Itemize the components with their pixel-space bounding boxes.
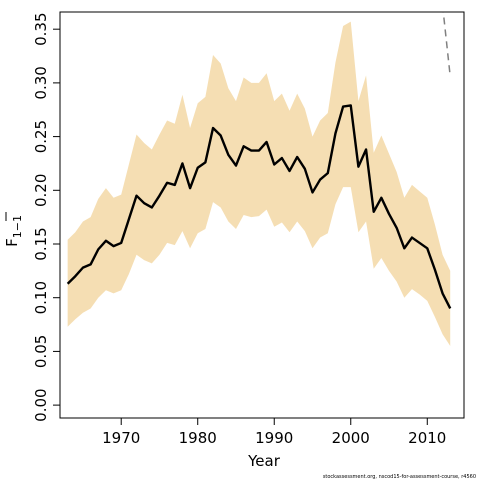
x-tick-label: 1970 <box>102 429 140 447</box>
x-tick-label: 1980 <box>179 429 217 447</box>
x-tick-label: 2010 <box>408 429 446 447</box>
plot-frame <box>59 11 465 419</box>
y-tick-label: 0.20 <box>32 174 50 207</box>
series-line-dashed <box>442 12 451 77</box>
confidence-band <box>67 21 451 347</box>
y-tick-label: 0.05 <box>32 335 50 368</box>
x-tick-label: 1990 <box>255 429 293 447</box>
y-tick-label: 0.35 <box>32 12 50 45</box>
y-axis-title-subscript: 1−1 <box>11 215 24 238</box>
series-line-estimate <box>66 104 452 309</box>
plot-area <box>66 12 452 347</box>
y-axis-title: F1−1 <box>3 212 24 247</box>
y-tick-label: 0.30 <box>32 66 50 99</box>
y-tick-label: 0.00 <box>32 388 50 421</box>
y-tick-label: 0.25 <box>32 120 50 153</box>
y-tick-label: 0.10 <box>32 281 50 314</box>
y-tick-label: 0.15 <box>32 227 50 260</box>
x-tick-label: 2000 <box>332 429 370 447</box>
y-axis: 0.00 0.05 0.10 0.15 0.20 0.25 0.30 0.35 <box>32 12 60 422</box>
y-axis-title-symbol: F <box>3 238 21 247</box>
y-axis-title-main: F1−1 <box>3 215 24 247</box>
footnote: stockassessment.org, nscod15-for-assessm… <box>323 474 476 480</box>
x-axis-title: Year <box>247 452 281 470</box>
x-axis: 1970 1980 1990 2000 2010 <box>102 418 446 447</box>
